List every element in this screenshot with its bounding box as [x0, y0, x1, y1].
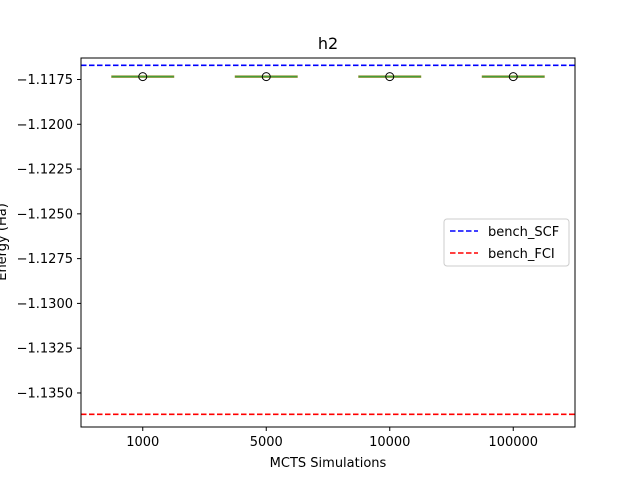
y-axis-label: Energy (Ha) [0, 203, 10, 281]
legend: bench_SCF bench_FCI [443, 218, 570, 267]
x-tick-label: 10000 [369, 435, 410, 450]
y-tick-label: −1.1250 [17, 207, 73, 222]
y-tick-label: −1.1325 [17, 342, 73, 357]
mean-marker [261, 72, 271, 82]
y-tick-label: −1.1300 [17, 297, 73, 312]
x-axis: 1000 5000 10000 100000 [126, 427, 538, 450]
mean-marker [138, 72, 148, 82]
y-tick-label: −1.1350 [17, 386, 73, 401]
y-axis: −1.1175 −1.1200 −1.1225 −1.1250 −1.1275 −1.13… [17, 73, 81, 401]
legend-label-bench-fci: bench_FCI [488, 247, 555, 262]
y-tick-label: −1.1225 [17, 163, 73, 178]
x-tick-label: 5000 [250, 435, 283, 450]
y-tick-label: −1.1200 [17, 118, 73, 133]
mean-marker [385, 72, 395, 82]
y-tick-label: −1.1175 [17, 73, 73, 88]
plot-area [81, 64, 575, 416]
chart-title: h2 [318, 34, 338, 53]
x-tick-label: 1000 [126, 435, 159, 450]
mean-marker [508, 72, 518, 82]
x-tick-label: 100000 [488, 435, 538, 450]
x-axis-label: MCTS Simulations [270, 456, 387, 471]
y-tick-label: −1.1275 [17, 252, 73, 267]
legend-label-bench-scf: bench_SCF [488, 225, 559, 240]
axes-frame [80, 57, 576, 428]
